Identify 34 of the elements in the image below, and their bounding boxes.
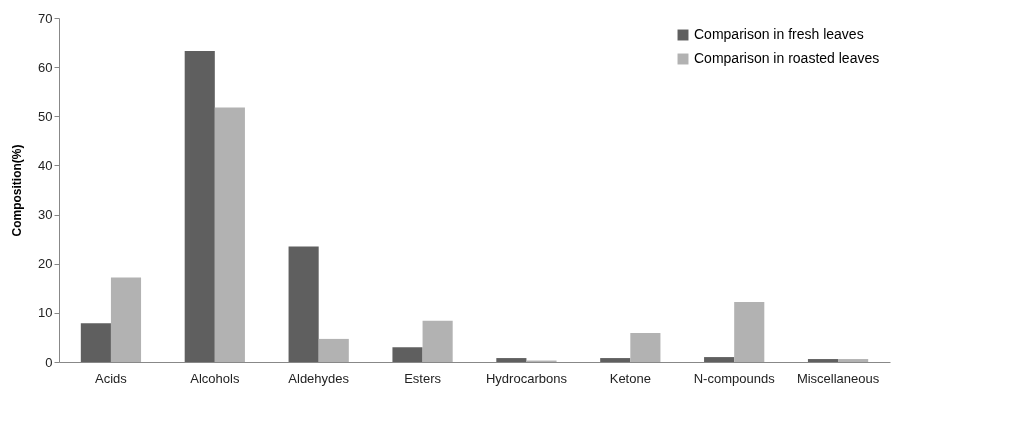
bar — [110, 277, 142, 362]
x-tick-label: Miscellaneous — [796, 370, 880, 386]
legend-label: Comparison in roasted leaves — [694, 50, 880, 66]
bar — [184, 50, 215, 362]
y-tick-label: 40 — [38, 157, 53, 173]
bar — [214, 107, 245, 362]
x-tick-label: Hydrocarbons — [485, 370, 568, 386]
x-tick-label: Acids — [95, 370, 128, 386]
x-tick-label: Alcohols — [190, 370, 240, 386]
bar — [630, 333, 661, 362]
bar — [734, 302, 765, 362]
bar — [392, 347, 423, 362]
y-tick-label: 50 — [38, 108, 53, 124]
bar — [80, 323, 111, 362]
y-tick-label: 60 — [38, 59, 53, 75]
x-tick-label: Aldehydes — [288, 370, 350, 386]
legend-label: Comparison in fresh leaves — [694, 26, 864, 42]
y-tick-label: 70 — [38, 10, 53, 26]
x-tick-label: Ketone — [609, 370, 651, 386]
bar — [838, 359, 869, 362]
bar — [496, 358, 527, 362]
y-axis-title: Composition(%) — [10, 144, 25, 237]
y-tick-label: 10 — [38, 305, 53, 321]
x-tick-label: N-compounds — [693, 370, 776, 386]
bar — [288, 246, 319, 362]
y-tick-label: 0 — [45, 354, 53, 370]
bar — [704, 357, 735, 362]
bar — [422, 320, 453, 362]
bar — [600, 358, 631, 362]
x-tick-label: Esters — [404, 370, 442, 386]
bar — [318, 338, 349, 362]
bar — [807, 359, 839, 362]
y-tick-label: 20 — [38, 256, 53, 272]
y-tick-label: 30 — [38, 207, 53, 223]
